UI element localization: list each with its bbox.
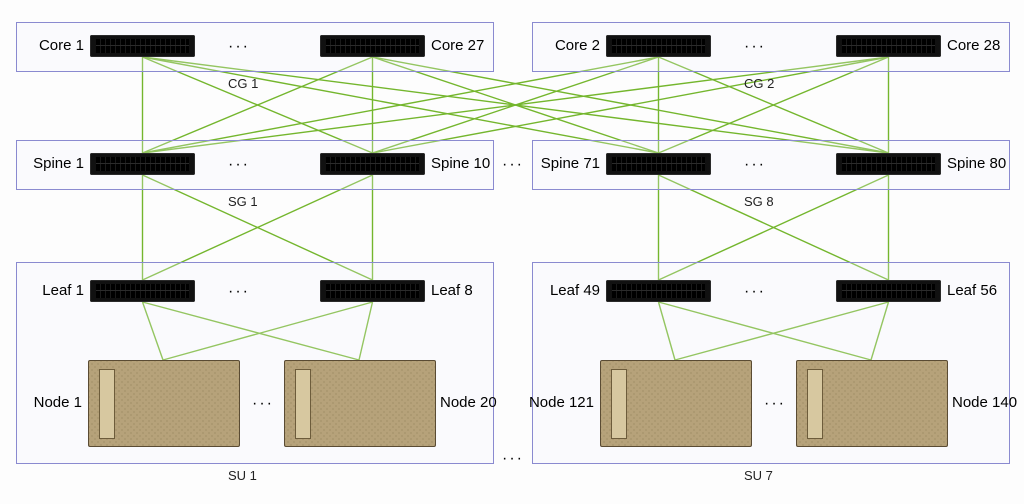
label-core28: Core 28 — [947, 37, 1000, 54]
group-label-su7: SU 7 — [744, 468, 773, 483]
label-spine80: Spine 80 — [947, 155, 1006, 172]
switch-spine80 — [836, 153, 941, 175]
label-spine10: Spine 10 — [431, 155, 490, 172]
ellipsis-7: ··· — [764, 395, 786, 413]
label-spine1: Spine 1 — [33, 155, 84, 172]
switch-core1 — [90, 35, 195, 57]
switch-leaf8 — [320, 280, 425, 302]
switch-spine1 — [90, 153, 195, 175]
ellipsis-9: ··· — [502, 450, 524, 468]
group-label-su1: SU 1 — [228, 468, 257, 483]
node-node1 — [88, 360, 240, 447]
group-label-sg1: SG 1 — [228, 194, 258, 209]
ellipsis-2: ··· — [228, 156, 250, 174]
label-core27: Core 27 — [431, 37, 484, 54]
label-core2: Core 2 — [555, 37, 600, 54]
node-node20 — [284, 360, 436, 447]
label-leaf56: Leaf 56 — [947, 282, 997, 299]
label-node20: Node 20 — [440, 394, 497, 411]
group-label-cg1: CG 1 — [228, 76, 258, 91]
switch-core2 — [606, 35, 711, 57]
ellipsis-1: ··· — [744, 38, 766, 56]
label-node121: Node 121 — [529, 394, 594, 411]
ellipsis-8: ··· — [502, 156, 524, 174]
label-leaf8: Leaf 8 — [431, 282, 473, 299]
switch-leaf1 — [90, 280, 195, 302]
switch-spine10 — [320, 153, 425, 175]
switch-core28 — [836, 35, 941, 57]
ellipsis-0: ··· — [228, 38, 250, 56]
label-core1: Core 1 — [39, 37, 84, 54]
ellipsis-5: ··· — [744, 283, 766, 301]
label-node140: Node 140 — [952, 394, 1017, 411]
node-node121 — [600, 360, 752, 447]
ellipsis-6: ··· — [252, 395, 274, 413]
group-label-cg2: CG 2 — [744, 76, 774, 91]
label-leaf1: Leaf 1 — [42, 282, 84, 299]
node-node140 — [796, 360, 948, 447]
label-node1: Node 1 — [34, 394, 82, 411]
switch-spine71 — [606, 153, 711, 175]
switch-leaf56 — [836, 280, 941, 302]
switch-leaf49 — [606, 280, 711, 302]
group-label-sg8: SG 8 — [744, 194, 774, 209]
ellipsis-4: ··· — [228, 283, 250, 301]
switch-core27 — [320, 35, 425, 57]
label-leaf49: Leaf 49 — [550, 282, 600, 299]
ellipsis-3: ··· — [744, 156, 766, 174]
topology-diagram: { "diagram": { "type": "network", "canva… — [0, 0, 1024, 504]
label-spine71: Spine 71 — [541, 155, 600, 172]
